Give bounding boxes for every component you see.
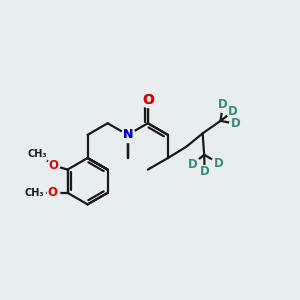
Text: O: O — [142, 93, 154, 107]
Text: CH₃: CH₃ — [25, 188, 45, 198]
Text: N: N — [123, 128, 133, 141]
Text: O: O — [48, 186, 58, 199]
Text: O: O — [48, 159, 58, 172]
Text: D: D — [218, 98, 228, 111]
Text: D: D — [231, 117, 241, 130]
Text: D: D — [228, 105, 238, 118]
Text: D: D — [214, 157, 223, 169]
Text: N: N — [123, 128, 133, 141]
Text: CH₃: CH₃ — [28, 149, 48, 159]
Text: O: O — [142, 93, 154, 107]
Text: D: D — [188, 158, 198, 171]
Text: D: D — [200, 166, 210, 178]
